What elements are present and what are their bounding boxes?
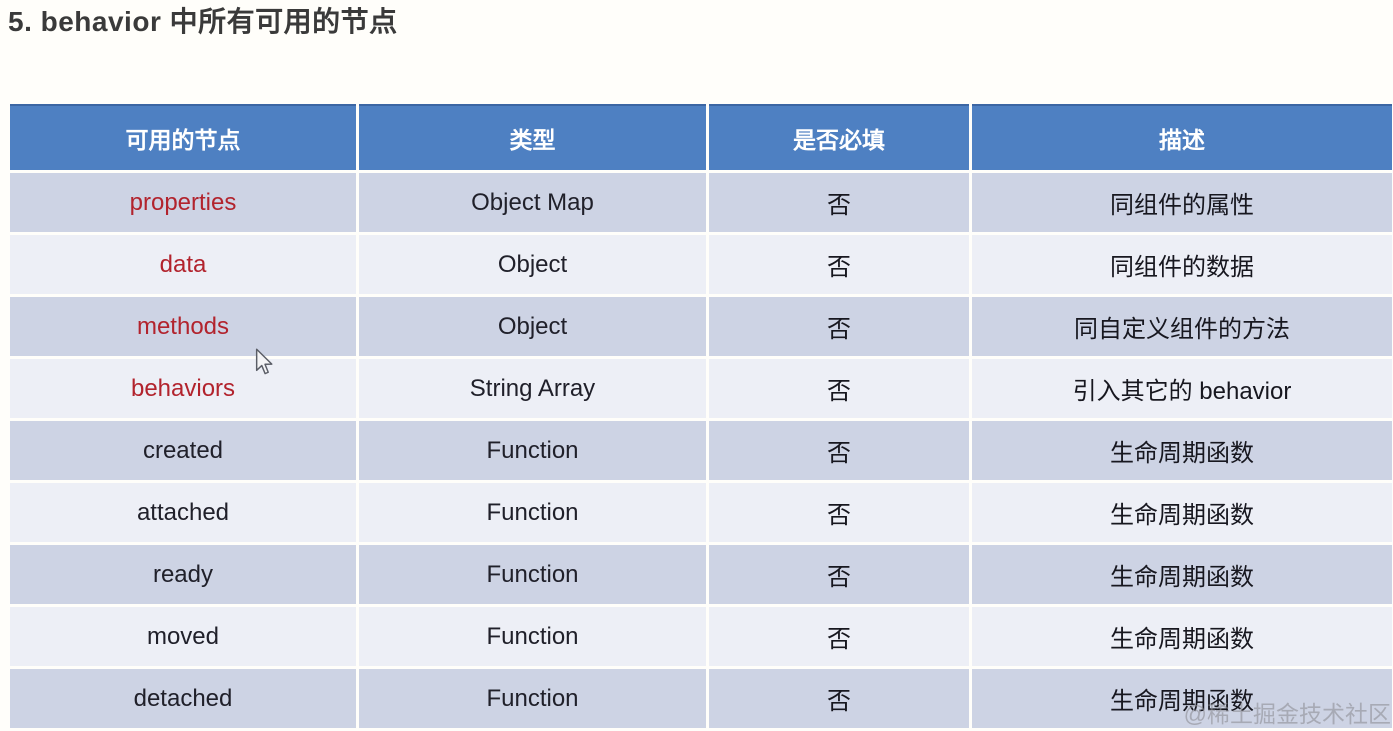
cell-node: attached xyxy=(10,483,356,542)
cell-type: Function xyxy=(359,607,706,666)
cell-desc: 生命周期函数 xyxy=(972,421,1392,480)
cell-node: ready xyxy=(10,545,356,604)
cell-type: Object xyxy=(359,235,706,294)
table-row: detached Function 否生命周期函数 xyxy=(10,669,1392,728)
cell-type: String Array xyxy=(359,359,706,418)
cell-required: 否 xyxy=(709,359,969,418)
table-row: behaviors String Array 否引入其它的 behavior xyxy=(10,359,1392,418)
table-row: data Object 否同组件的数据 xyxy=(10,235,1392,294)
cell-desc: 生命周期函数 xyxy=(972,483,1392,542)
table-row: methods Object 否同自定义组件的方法 xyxy=(10,297,1392,356)
table-row: properties Object Map 否同组件的属性 xyxy=(10,173,1392,232)
cell-node: detached xyxy=(10,669,356,728)
cell-type: Object xyxy=(359,297,706,356)
cell-desc: 同自定义组件的方法 xyxy=(972,297,1392,356)
cell-node: behaviors xyxy=(10,359,356,418)
cell-required: 否 xyxy=(709,173,969,232)
cell-desc: 引入其它的 behavior xyxy=(972,359,1392,418)
column-header-type: 类型 xyxy=(359,104,706,170)
cell-type: Object Map xyxy=(359,173,706,232)
cell-desc: 生命周期函数 xyxy=(972,669,1392,728)
page-title: 5. behavior 中所有可用的节点 xyxy=(8,6,398,37)
cell-type: Function xyxy=(359,483,706,542)
cell-type: Function xyxy=(359,669,706,728)
cell-type: Function xyxy=(359,421,706,480)
table-row: created Function 否生命周期函数 xyxy=(10,421,1392,480)
cell-node: moved xyxy=(10,607,356,666)
cell-required: 否 xyxy=(709,607,969,666)
cell-desc: 同组件的数据 xyxy=(972,235,1392,294)
cell-required: 否 xyxy=(709,483,969,542)
cell-node: properties xyxy=(10,173,356,232)
cell-type: Function xyxy=(359,545,706,604)
column-header-desc: 描述 xyxy=(972,104,1392,170)
table-row: attached Function 否生命周期函数 xyxy=(10,483,1392,542)
cell-required: 否 xyxy=(709,545,969,604)
table-header-row: 可用的节点 类型 是否必填 描述 xyxy=(10,104,1392,170)
cell-desc: 生命周期函数 xyxy=(972,545,1392,604)
cell-required: 否 xyxy=(709,297,969,356)
cell-desc: 生命周期函数 xyxy=(972,607,1392,666)
table-row: moved Function 否生命周期函数 xyxy=(10,607,1392,666)
cell-node: methods xyxy=(10,297,356,356)
table-body: properties Object Map 否同组件的属性 data Object 否同组… xyxy=(10,173,1392,728)
cell-node: created xyxy=(10,421,356,480)
behavior-nodes-table: 可用的节点 类型 是否必填 描述 properties Object Map 否同组… xyxy=(10,104,1392,731)
cell-node: data xyxy=(10,235,356,294)
table-row: ready Function 否生命周期函数 xyxy=(10,545,1392,604)
cell-desc: 同组件的属性 xyxy=(972,173,1392,232)
cell-required: 否 xyxy=(709,235,969,294)
cell-required: 否 xyxy=(709,421,969,480)
column-header-node: 可用的节点 xyxy=(10,104,356,170)
column-header-required: 是否必填 xyxy=(709,104,969,170)
cell-required: 否 xyxy=(709,669,969,728)
